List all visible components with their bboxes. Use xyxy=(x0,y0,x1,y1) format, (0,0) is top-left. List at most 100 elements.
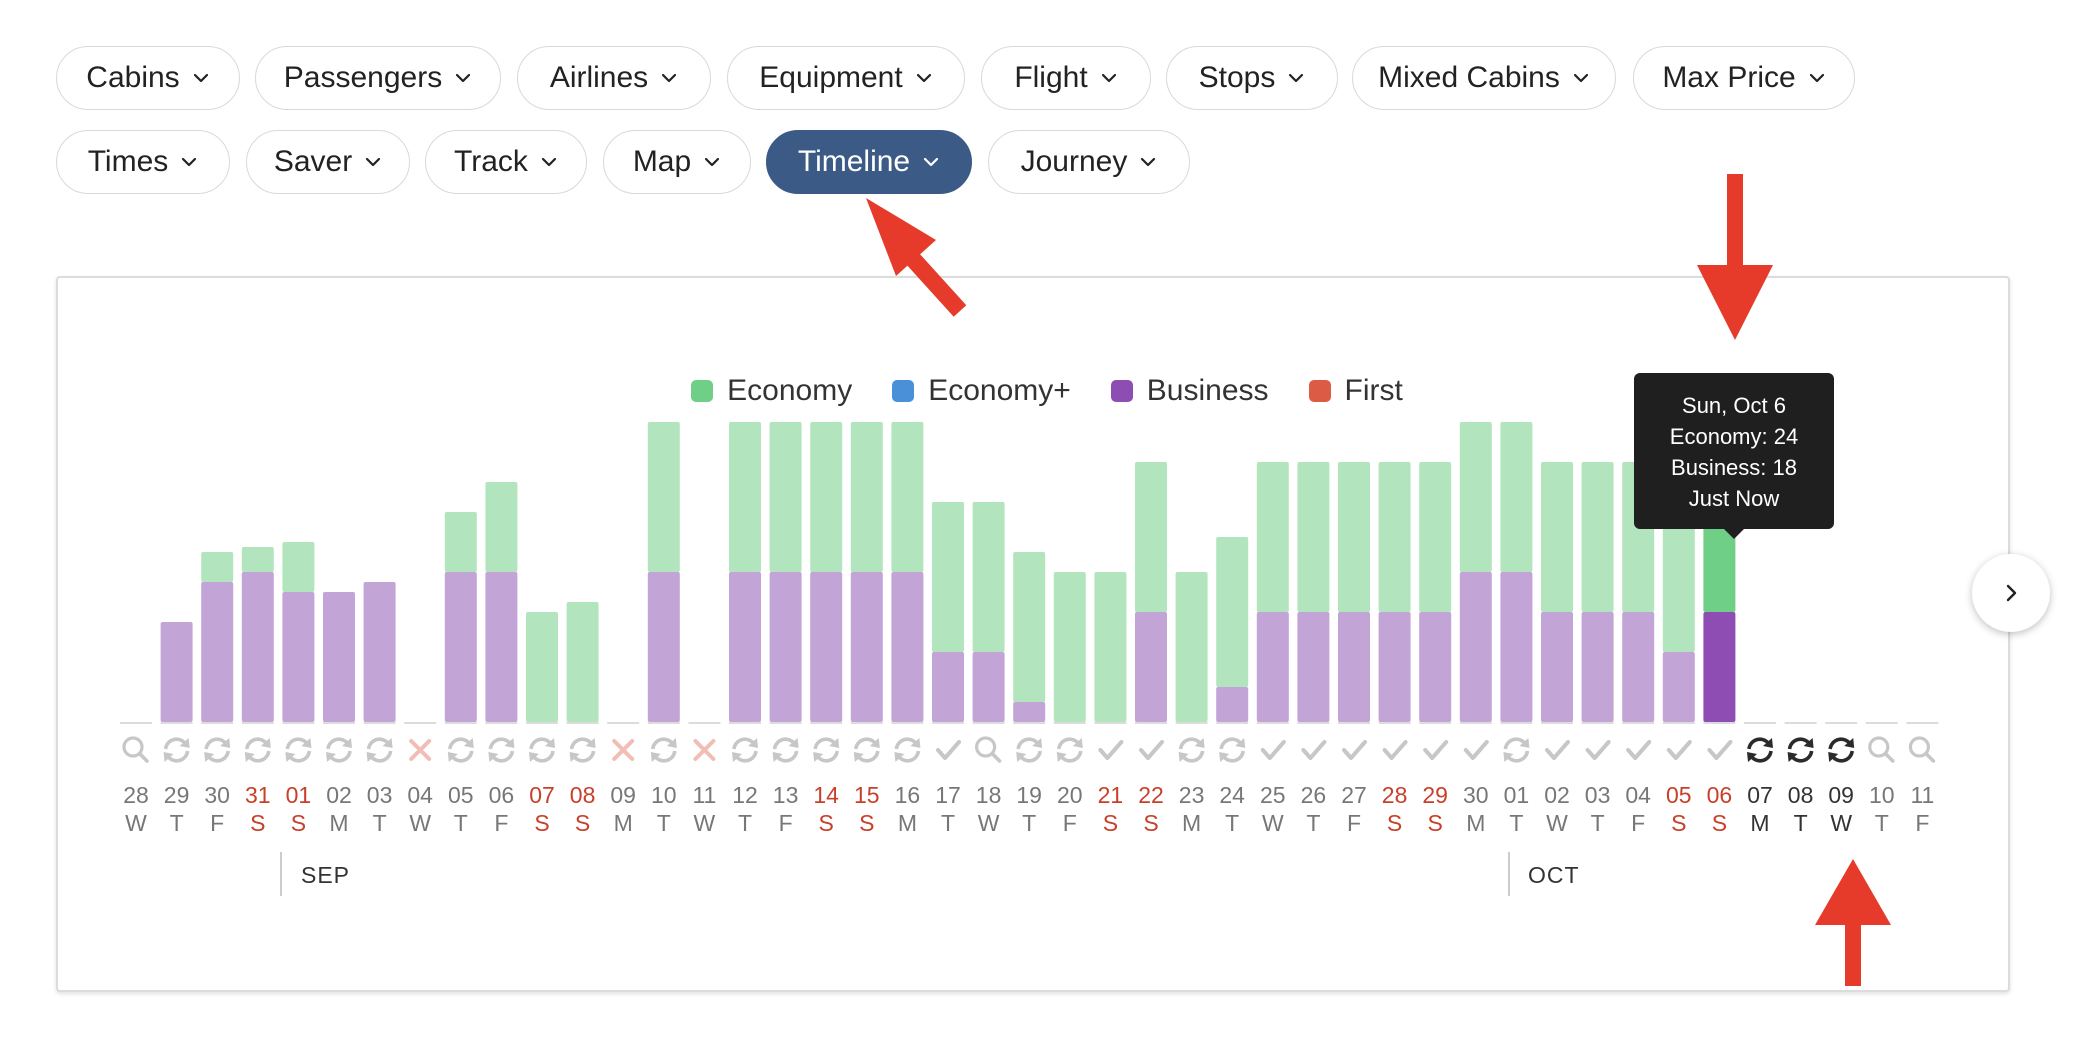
day-column[interactable]: 07S xyxy=(526,612,558,836)
day-column[interactable]: 20F xyxy=(1053,572,1086,836)
bar-economy[interactable] xyxy=(1378,462,1411,612)
bar-business[interactable] xyxy=(1500,572,1533,722)
day-column[interactable]: 14S xyxy=(810,422,843,836)
day-column[interactable]: 07M xyxy=(1744,722,1776,836)
day-column[interactable]: 03T xyxy=(1581,462,1614,836)
day-column[interactable]: 28S xyxy=(1378,462,1411,836)
check-icon[interactable] xyxy=(1139,740,1164,760)
check-icon[interactable] xyxy=(1382,740,1408,760)
day-column[interactable]: 26T xyxy=(1297,462,1330,836)
bar-business[interactable] xyxy=(1662,652,1695,722)
bar-business[interactable] xyxy=(485,572,518,722)
refresh-icon[interactable] xyxy=(1056,737,1083,763)
refresh-icon[interactable] xyxy=(285,737,312,763)
bar-business[interactable] xyxy=(444,572,477,722)
day-column[interactable]: 03T xyxy=(363,582,396,836)
filter-equipment-button[interactable]: Equipment xyxy=(727,46,965,110)
refresh-icon[interactable] xyxy=(488,737,515,763)
search-icon[interactable] xyxy=(1868,736,1895,763)
bar-economy[interactable] xyxy=(1500,422,1533,572)
day-column[interactable]: 23M xyxy=(1175,572,1208,836)
bar-economy[interactable] xyxy=(1419,462,1452,612)
next-page-button[interactable] xyxy=(1972,554,2050,632)
refresh-icon[interactable] xyxy=(1503,737,1530,763)
check-icon[interactable] xyxy=(1463,740,1489,760)
day-column[interactable]: 28W xyxy=(120,722,152,836)
bar-business[interactable] xyxy=(1622,612,1655,722)
bar-economy[interactable] xyxy=(729,422,761,572)
day-column[interactable]: 25W xyxy=(1256,462,1289,836)
day-column[interactable]: 22S xyxy=(1135,462,1167,836)
bar-economy[interactable] xyxy=(444,512,477,572)
day-column[interactable]: 12T xyxy=(729,422,761,836)
bar-business[interactable] xyxy=(201,582,234,722)
refresh-icon[interactable] xyxy=(326,737,352,763)
day-column[interactable]: 17T xyxy=(932,502,964,836)
refresh-icon[interactable] xyxy=(204,737,231,763)
check-icon[interactable] xyxy=(936,740,961,760)
refresh-icon[interactable] xyxy=(1178,737,1205,763)
sync-icon[interactable] xyxy=(1787,737,1814,763)
bar-economy[interactable] xyxy=(891,422,924,572)
day-column[interactable]: 09M xyxy=(607,722,640,836)
bar-business[interactable] xyxy=(1135,612,1167,722)
day-column[interactable]: 29S xyxy=(1419,462,1452,836)
refresh-icon[interactable] xyxy=(772,737,799,763)
sync-icon[interactable] xyxy=(1747,737,1773,763)
bar-business[interactable] xyxy=(282,592,315,722)
day-column[interactable]: 01S xyxy=(282,542,315,836)
filter-map-button[interactable]: Map xyxy=(603,130,751,194)
bar-business[interactable] xyxy=(1216,687,1249,722)
day-column[interactable]: 05S xyxy=(1662,502,1695,836)
search-icon[interactable] xyxy=(974,736,1002,763)
error-icon[interactable] xyxy=(612,739,635,761)
refresh-icon[interactable] xyxy=(1016,737,1043,763)
day-column[interactable]: 09W xyxy=(1825,722,1858,836)
day-column[interactable]: 04W xyxy=(404,722,437,836)
day-column[interactable]: 10T xyxy=(647,422,680,836)
check-icon[interactable] xyxy=(1098,740,1124,760)
day-column[interactable]: 18W xyxy=(972,502,1005,836)
check-icon[interactable] xyxy=(1666,740,1692,760)
bar-economy[interactable] xyxy=(647,422,680,572)
day-column[interactable]: 01T xyxy=(1500,422,1533,836)
filter-saver-button[interactable]: Saver xyxy=(246,130,410,194)
refresh-icon[interactable] xyxy=(163,737,190,763)
bar-economy[interactable] xyxy=(241,547,274,572)
bar-economy[interactable] xyxy=(1662,502,1695,652)
day-column[interactable]: 30F xyxy=(201,552,234,836)
bar-economy[interactable] xyxy=(1094,572,1127,722)
filter-timeline-button[interactable]: Timeline xyxy=(766,130,972,194)
filter-passengers-button[interactable]: Passengers xyxy=(255,46,501,110)
bar-economy[interactable] xyxy=(1053,572,1086,722)
sync-icon[interactable] xyxy=(1828,737,1855,763)
bar-business[interactable] xyxy=(850,572,883,722)
filter-cabins-button[interactable]: Cabins xyxy=(56,46,240,110)
bar-business[interactable] xyxy=(363,582,396,722)
day-column[interactable]: 27F xyxy=(1338,462,1370,836)
bar-business[interactable] xyxy=(1703,612,1736,722)
bar-economy[interactable] xyxy=(485,482,518,572)
bar-business[interactable] xyxy=(241,572,274,722)
bar-business[interactable] xyxy=(891,572,924,722)
bar-economy[interactable] xyxy=(972,502,1005,652)
filter-times-button[interactable]: Times xyxy=(56,130,230,194)
filter-airlines-button[interactable]: Airlines xyxy=(517,46,711,110)
bar-economy[interactable] xyxy=(1541,462,1573,612)
day-column[interactable]: 08S xyxy=(566,602,599,836)
filter-max-price-button[interactable]: Max Price xyxy=(1633,46,1855,110)
filter-journey-button[interactable]: Journey xyxy=(988,130,1190,194)
check-icon[interactable] xyxy=(1423,740,1449,760)
refresh-icon[interactable] xyxy=(732,737,758,763)
day-column[interactable]: 31S xyxy=(241,547,274,836)
refresh-icon[interactable] xyxy=(366,737,393,763)
day-column[interactable]: 30M xyxy=(1459,422,1492,836)
refresh-icon[interactable] xyxy=(569,737,596,763)
bar-business[interactable] xyxy=(729,572,761,722)
day-column[interactable]: 05T xyxy=(444,512,477,836)
bar-economy[interactable] xyxy=(282,542,315,592)
bar-business[interactable] xyxy=(1581,612,1614,722)
bar-business[interactable] xyxy=(160,622,193,722)
check-icon[interactable] xyxy=(1585,740,1611,760)
bar-business[interactable] xyxy=(1541,612,1573,722)
